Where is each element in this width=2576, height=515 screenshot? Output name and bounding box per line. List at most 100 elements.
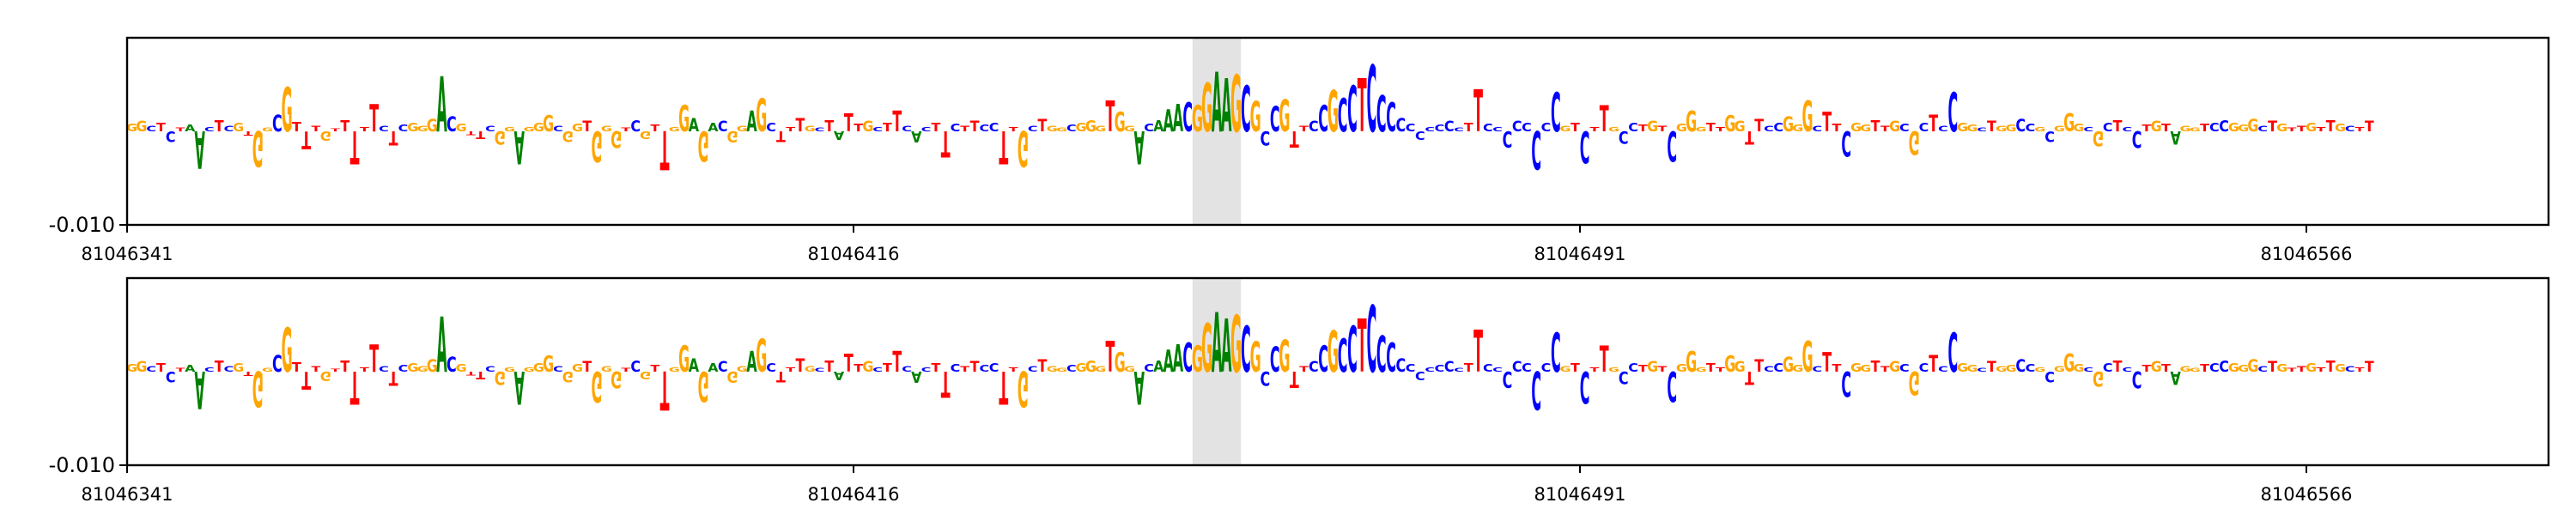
logo-letter: G (504, 125, 515, 133)
logo-letter: C (2122, 366, 2132, 373)
logo-letter: T (176, 367, 186, 373)
highlight-region (1192, 38, 1242, 225)
logo-letter: T (215, 117, 224, 135)
logo-letter: G (2335, 363, 2346, 375)
logo-letter: T (892, 106, 902, 139)
logo-letter: G (1957, 361, 1968, 375)
logo-letter: C (718, 118, 728, 135)
logo-letter: G (417, 124, 428, 133)
logo-letter: C (2257, 124, 2268, 133)
logo-letter: C (1270, 100, 1280, 140)
logo-letter: T (156, 361, 166, 375)
logo-letter: C (1028, 124, 1038, 133)
logo-letter: T (1745, 126, 1754, 147)
logo-letter: G (572, 123, 583, 135)
logo-letter: C (485, 124, 495, 133)
logo-letter: G (1085, 357, 1097, 375)
logo-letter: G (1966, 124, 1978, 134)
logo-letter: C (1144, 123, 1154, 135)
logo-letter: G (456, 123, 467, 135)
logo-letter: C (2103, 121, 2113, 135)
logo-letter: C (1773, 361, 1783, 375)
logo-letter: C (1415, 128, 1425, 142)
logo-letter: T (621, 367, 631, 373)
logo-letter: T (892, 347, 902, 379)
logo-letter: G (611, 125, 622, 153)
logo-letter: T (1987, 359, 1996, 375)
logo-letter: G (2093, 367, 2104, 391)
logo-letter: T (331, 368, 340, 373)
logo-letter: G (1957, 121, 1968, 135)
logo-letter: T (1754, 118, 1765, 136)
logo-letter: G (2034, 125, 2045, 133)
logo-letter: C (1628, 361, 1638, 375)
logo-letter: C (2345, 365, 2355, 373)
logo-letter: T (2297, 365, 2306, 373)
logo-letter: G (1201, 70, 1212, 148)
logo-letter: C (204, 125, 215, 133)
logo-letter: G (1230, 300, 1242, 391)
logo-letter: C (1492, 125, 1503, 133)
logo-letter: T (476, 129, 485, 141)
logo-letter: A (1134, 360, 1145, 412)
logo-letter: G (2247, 358, 2258, 377)
logo-letter: T (931, 361, 940, 375)
logo-letter: T (340, 117, 349, 135)
logo-letter: T (1600, 340, 1609, 381)
logo-letter: A (194, 359, 204, 419)
logo-letter: A (185, 364, 196, 374)
logo-letter: C (166, 128, 176, 144)
logo-letter: T (2365, 359, 2374, 375)
logo-letter: A (746, 347, 756, 379)
logo-letter: T (476, 369, 485, 381)
logo-letter: G (2247, 118, 2258, 136)
logo-letter: T (941, 122, 951, 163)
logo-letter: C (379, 124, 389, 133)
logo-letter: C (1551, 322, 1561, 385)
logo-letter: C (2026, 363, 2036, 375)
logo-letter: T (796, 356, 805, 377)
logo-letter: T (466, 130, 477, 136)
logo-letter: C (1435, 124, 1445, 134)
logo-letter: T (1009, 366, 1019, 373)
logo-letter: G (2306, 121, 2317, 135)
logo-letter: T (244, 130, 254, 137)
logo-letter: C (1899, 363, 1910, 375)
logo-letter: C (902, 365, 912, 373)
logo-letter: C (630, 357, 641, 375)
x-axis: 81046341 81046416 81046491 81046566 (82, 465, 2352, 505)
logo-letter: A (834, 368, 845, 382)
logo-letter: C (1425, 366, 1435, 373)
logo-letter: C (398, 124, 409, 134)
logo-letter: C (1541, 121, 1552, 135)
logo-letter: A (689, 356, 700, 377)
logo-letter: C (1144, 363, 1154, 375)
logo-letter: T (1473, 78, 1483, 145)
logo-letter: T (360, 125, 370, 133)
logo-letter: C (1919, 121, 1929, 135)
logo-letter: G (1792, 124, 1803, 134)
logo-letter: G (1250, 335, 1261, 382)
logo-letter: A (911, 368, 922, 386)
logo-letter: T (1290, 126, 1299, 152)
logo-letter: T (350, 360, 360, 412)
logo-letter: G (678, 100, 690, 141)
logo-letter: G (262, 367, 273, 373)
logo-letter: G (1850, 121, 1862, 135)
logo-letter: C (1947, 322, 1958, 385)
logo-letter: G (678, 340, 690, 381)
logo-letter: T (215, 357, 224, 375)
logo-letter: G (456, 363, 467, 375)
logo-letter: C (2103, 361, 2113, 375)
logo-letter: C (447, 112, 457, 136)
logo-letter: G (2034, 366, 2045, 373)
logo-letter: A (1173, 97, 1184, 140)
logo-letter: G (1860, 364, 1871, 374)
logo-letter: A (746, 106, 756, 139)
logo-letter: T (2161, 363, 2171, 375)
logo-letter: C (447, 353, 457, 377)
logo-letter: C (1367, 47, 1377, 153)
plot-frame (125, 276, 2550, 467)
logo-letter: A (834, 128, 845, 142)
